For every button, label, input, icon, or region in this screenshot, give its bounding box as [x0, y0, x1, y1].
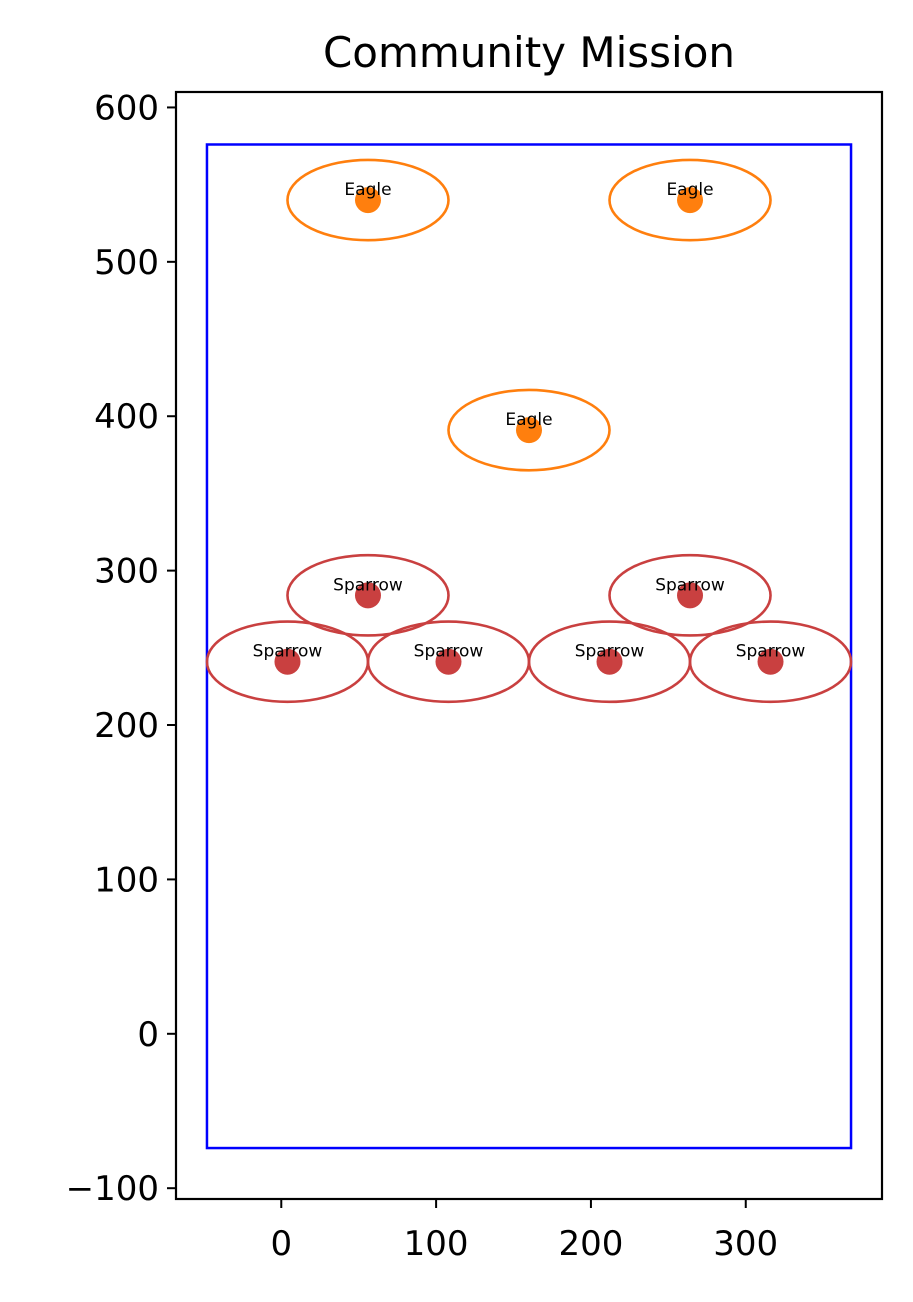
chart-title: Community Mission	[323, 28, 735, 77]
point-sparrow	[757, 648, 784, 675]
y-tick-label: −100	[66, 1169, 159, 1209]
range-ellipse-sparrow	[286, 553, 450, 637]
point-label: Sparrow	[736, 642, 806, 662]
x-tick-label: 300	[713, 1224, 778, 1264]
point-sparrow	[354, 582, 381, 609]
point-label: Eagle	[505, 410, 552, 430]
axes-frame	[174, 90, 884, 1201]
range-ellipse-eagle	[447, 388, 611, 472]
y-tick-label: 400	[94, 397, 159, 437]
point-sparrow	[274, 648, 301, 675]
range-ellipse-eagle	[286, 158, 450, 242]
point-label: Eagle	[666, 180, 713, 200]
point-eagle	[516, 417, 542, 444]
point-label: Sparrow	[655, 575, 725, 595]
y-tick-label: 100	[94, 860, 159, 900]
point-label: Sparrow	[414, 642, 484, 662]
range-ellipse-eagle	[608, 158, 772, 242]
range-ellipse-sparrow	[688, 620, 853, 704]
point-label: Sparrow	[333, 575, 403, 595]
point-label: Sparrow	[575, 642, 645, 662]
boundary-rect	[205, 143, 853, 1150]
y-tick-label: 200	[94, 706, 159, 746]
point-sparrow	[677, 582, 704, 609]
point-sparrow	[596, 648, 623, 675]
y-tick-label: 500	[94, 243, 159, 283]
point-label: Eagle	[344, 180, 391, 200]
y-tick-label: 300	[94, 552, 159, 592]
range-ellipse-sparrow	[608, 553, 772, 637]
x-tick-label: 0	[270, 1224, 292, 1264]
point-eagle	[354, 187, 381, 214]
x-tick-label: 200	[558, 1224, 623, 1264]
x-tick-label: 100	[404, 1224, 469, 1264]
point-sparrow	[435, 648, 462, 675]
y-tick-label: 0	[137, 1015, 159, 1055]
point-label: Sparrow	[253, 642, 323, 662]
point-eagle	[677, 187, 704, 214]
y-tick-label: 600	[94, 88, 159, 128]
